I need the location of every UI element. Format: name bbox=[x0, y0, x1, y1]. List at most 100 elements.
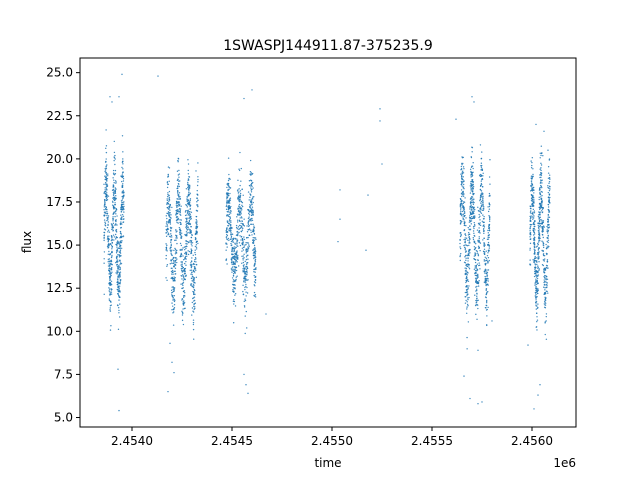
data-point-3149 bbox=[532, 218, 534, 220]
data-point-783 bbox=[175, 202, 178, 205]
data-point-3656 bbox=[157, 75, 159, 77]
data-point-2630 bbox=[473, 198, 475, 200]
data-point-3684 bbox=[477, 349, 479, 351]
data-point-3367 bbox=[532, 214, 534, 216]
data-point-845 bbox=[185, 247, 187, 250]
data-point-1976 bbox=[228, 213, 231, 216]
data-point-1449 bbox=[178, 173, 181, 175]
data-point-1118 bbox=[168, 167, 171, 169]
data-point-356 bbox=[112, 196, 115, 199]
data-point-3396 bbox=[532, 217, 535, 219]
data-point-3631 bbox=[537, 236, 540, 238]
data-point-1180 bbox=[193, 263, 195, 266]
data-point-2796 bbox=[473, 193, 475, 195]
data-point-1935 bbox=[244, 275, 246, 278]
data-point-656 bbox=[193, 296, 196, 298]
data-point-3024 bbox=[544, 333, 546, 336]
data-point-45 bbox=[107, 253, 109, 256]
data-point-534 bbox=[109, 273, 112, 276]
data-point-2844 bbox=[471, 165, 474, 167]
data-point-2789 bbox=[471, 181, 474, 183]
data-point-2035 bbox=[251, 181, 254, 184]
data-point-3241 bbox=[532, 228, 534, 230]
data-point-3434 bbox=[540, 167, 542, 169]
data-point-2944 bbox=[481, 220, 484, 222]
data-point-105 bbox=[103, 192, 105, 194]
data-point-3273 bbox=[537, 254, 540, 256]
data-point-1612 bbox=[250, 231, 252, 234]
data-point-1446 bbox=[188, 204, 190, 206]
data-point-1216 bbox=[178, 204, 181, 207]
data-point-3134 bbox=[547, 166, 550, 168]
data-point-2988 bbox=[470, 207, 473, 209]
data-point-295 bbox=[104, 222, 107, 225]
data-point-1165 bbox=[188, 219, 191, 222]
data-point-571 bbox=[122, 160, 124, 163]
data-point-3014 bbox=[544, 287, 546, 289]
data-point-596 bbox=[121, 186, 124, 188]
data-point-1292 bbox=[175, 251, 177, 253]
data-point-2517 bbox=[478, 213, 480, 216]
data-point-2640 bbox=[478, 279, 480, 282]
data-point-558 bbox=[111, 238, 113, 240]
data-point-2873 bbox=[469, 203, 472, 205]
data-point-3245 bbox=[533, 198, 535, 200]
data-point-1349 bbox=[194, 289, 196, 292]
data-point-634 bbox=[105, 171, 107, 174]
data-point-2577 bbox=[465, 281, 467, 284]
data-point-1194 bbox=[189, 198, 192, 200]
data-point-2741 bbox=[463, 193, 465, 195]
data-point-3471 bbox=[530, 238, 532, 240]
data-point-1224 bbox=[182, 290, 185, 293]
data-point-1943 bbox=[225, 233, 228, 236]
data-point-2139 bbox=[251, 212, 253, 214]
data-point-2689 bbox=[487, 252, 489, 254]
data-point-3584 bbox=[541, 202, 543, 204]
data-point-3467 bbox=[530, 185, 532, 188]
data-point-1141 bbox=[191, 245, 193, 247]
data-point-3436 bbox=[535, 283, 537, 286]
data-point-380 bbox=[119, 223, 122, 225]
data-point-559 bbox=[111, 248, 113, 250]
data-point-2616 bbox=[467, 280, 470, 282]
data-point-3349 bbox=[545, 281, 547, 283]
data-point-2175 bbox=[252, 240, 255, 243]
data-point-2057 bbox=[229, 197, 232, 199]
data-point-1110 bbox=[196, 197, 198, 199]
data-point-1748 bbox=[242, 265, 245, 267]
data-point-3192 bbox=[532, 186, 535, 189]
data-point-2030 bbox=[253, 248, 255, 251]
data-point-1783 bbox=[255, 267, 257, 269]
data-point-500 bbox=[106, 213, 109, 215]
data-point-2353 bbox=[463, 209, 465, 212]
data-point-2924 bbox=[459, 223, 462, 225]
data-point-1770 bbox=[226, 238, 229, 241]
data-point-3086 bbox=[534, 295, 536, 297]
data-point-1111 bbox=[192, 269, 195, 272]
data-point-2931 bbox=[488, 229, 491, 232]
data-point-1663 bbox=[228, 220, 231, 222]
data-point-2350 bbox=[483, 259, 486, 261]
data-point-1152 bbox=[196, 224, 198, 226]
data-point-1346 bbox=[179, 228, 182, 230]
data-point-2671 bbox=[478, 247, 480, 250]
data-point-1356 bbox=[191, 274, 193, 276]
data-point-3685 bbox=[491, 320, 493, 322]
data-point-3555 bbox=[532, 205, 534, 208]
data-point-1887 bbox=[234, 293, 237, 295]
data-point-2528 bbox=[484, 269, 486, 271]
data-point-1575 bbox=[253, 227, 255, 229]
data-point-1024 bbox=[168, 180, 170, 182]
data-point-2341 bbox=[475, 272, 477, 275]
data-point-2666 bbox=[465, 286, 467, 288]
data-point-2986 bbox=[483, 271, 486, 273]
data-point-2809 bbox=[462, 170, 464, 172]
data-point-265 bbox=[118, 295, 120, 297]
data-point-2017 bbox=[241, 204, 243, 207]
data-point-896 bbox=[194, 233, 197, 236]
data-point-3215 bbox=[537, 274, 540, 276]
data-point-2646 bbox=[472, 211, 475, 214]
data-point-2164 bbox=[247, 223, 250, 226]
data-point-3639 bbox=[544, 280, 546, 283]
